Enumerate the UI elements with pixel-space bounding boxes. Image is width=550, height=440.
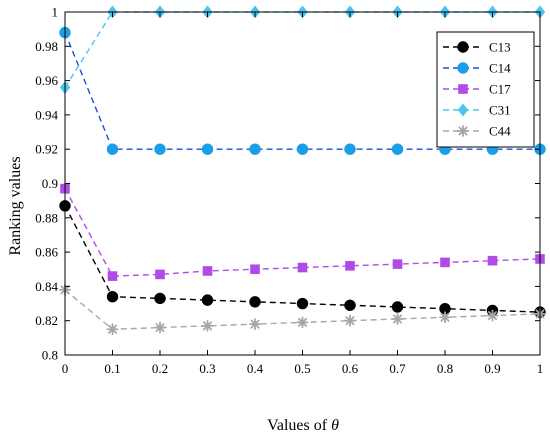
- legend-item-c31: C31: [443, 103, 511, 118]
- y-tick-label: 0.88: [35, 210, 58, 225]
- data-point-c17: [250, 264, 260, 275]
- legend-label: C17: [489, 82, 511, 97]
- y-tick-label: 0.8: [42, 348, 58, 363]
- data-point-c13: [391, 301, 404, 313]
- y-tick-label: 1: [52, 5, 59, 20]
- data-point-c13: [344, 299, 356, 311]
- y-tick-label: 0.82: [35, 313, 58, 328]
- x-tick-label: 0.5: [294, 361, 310, 376]
- y-tick-label: 0.86: [35, 245, 58, 260]
- data-point-c44: [249, 318, 261, 331]
- data-point-c13: [249, 296, 261, 308]
- y-tick-label: 0.92: [35, 142, 58, 157]
- data-point-c14: [344, 143, 356, 155]
- legend-item-c13: C13: [443, 40, 511, 55]
- data-point-c17: [440, 257, 450, 268]
- data-point-c17: [392, 259, 403, 269]
- data-point-c44: [486, 309, 499, 322]
- data-point-c44: [296, 316, 309, 329]
- legend-item-c17: C17: [443, 82, 511, 97]
- data-point-c14: [106, 143, 119, 155]
- data-point-c14: [296, 143, 309, 155]
- y-tick-label: 0.96: [35, 73, 58, 88]
- data-point-c13: [296, 297, 309, 310]
- legend-marker: [457, 103, 469, 117]
- data-point-c17: [107, 271, 118, 281]
- x-tick-label: 1: [537, 361, 544, 376]
- data-point-c44: [391, 313, 404, 325]
- y-axis-label: Ranking values: [7, 156, 24, 255]
- x-axis-label-prefix: Values of: [267, 417, 331, 434]
- x-tick-label: 0: [62, 361, 69, 376]
- x-tick-label: 0.4: [247, 361, 264, 376]
- axes-layer: 0 0.1 0.2 0.3 0.4 0.5 0.6 0.7 0.8 0.9 1 0.8 0.82 0.84…: [35, 5, 543, 377]
- x-tick-label: 0.6: [342, 361, 359, 376]
- x-tick-label: 0.3: [199, 361, 215, 376]
- legend-item-c14: C14: [443, 61, 511, 76]
- y-tick-label: 0.98: [35, 39, 58, 54]
- data-point-c13: [154, 292, 166, 305]
- x-axis-label-symbol: θ: [331, 417, 339, 434]
- x-tick-label: 0.1: [104, 361, 120, 376]
- legend-marker: [457, 125, 469, 137]
- legend-label: C14: [489, 61, 511, 76]
- data-point-c44: [201, 319, 214, 332]
- legend-label: C13: [489, 40, 511, 55]
- x-axis-label: Values of θ: [267, 417, 339, 434]
- data-point-c13: [106, 290, 119, 303]
- series-line-c17: [64, 188, 541, 277]
- y-tick-label: 0.9: [42, 176, 58, 191]
- data-point-c44: [439, 311, 451, 324]
- legend-box: [436, 31, 535, 148]
- data-point-c17: [202, 266, 213, 276]
- data-point-c44: [154, 321, 166, 334]
- legend-marker: [457, 41, 469, 53]
- legend-item-c44: C44: [443, 124, 511, 139]
- data-point-c44: [106, 323, 119, 336]
- legend-label: C31: [489, 103, 511, 118]
- data-point-c17: [155, 269, 165, 280]
- y-tick-label: 0.84: [35, 279, 58, 294]
- legend-marker: [457, 62, 469, 74]
- data-point-c17: [345, 261, 355, 271]
- legend: C13 C14 C17 C31 C44: [436, 31, 535, 148]
- data-point-c17: [487, 255, 498, 266]
- data-point-c14: [249, 143, 261, 155]
- y-tick-label: 0.94: [35, 107, 58, 122]
- x-tick-label: 0.2: [152, 361, 168, 376]
- x-tick-label: 0.9: [484, 361, 500, 376]
- series-c13: [59, 200, 546, 318]
- legend-marker: [458, 84, 468, 94]
- data-point-c17: [297, 262, 308, 273]
- data-point-c14: [391, 143, 404, 155]
- x-tick-label: 0.7: [389, 361, 406, 376]
- data-point-c44: [344, 314, 356, 327]
- data-point-c14: [201, 143, 214, 155]
- legend-label: C44: [489, 124, 511, 139]
- x-tick-label: 0.8: [437, 361, 453, 376]
- data-point-c13: [201, 294, 214, 306]
- data-point-c14: [154, 143, 166, 155]
